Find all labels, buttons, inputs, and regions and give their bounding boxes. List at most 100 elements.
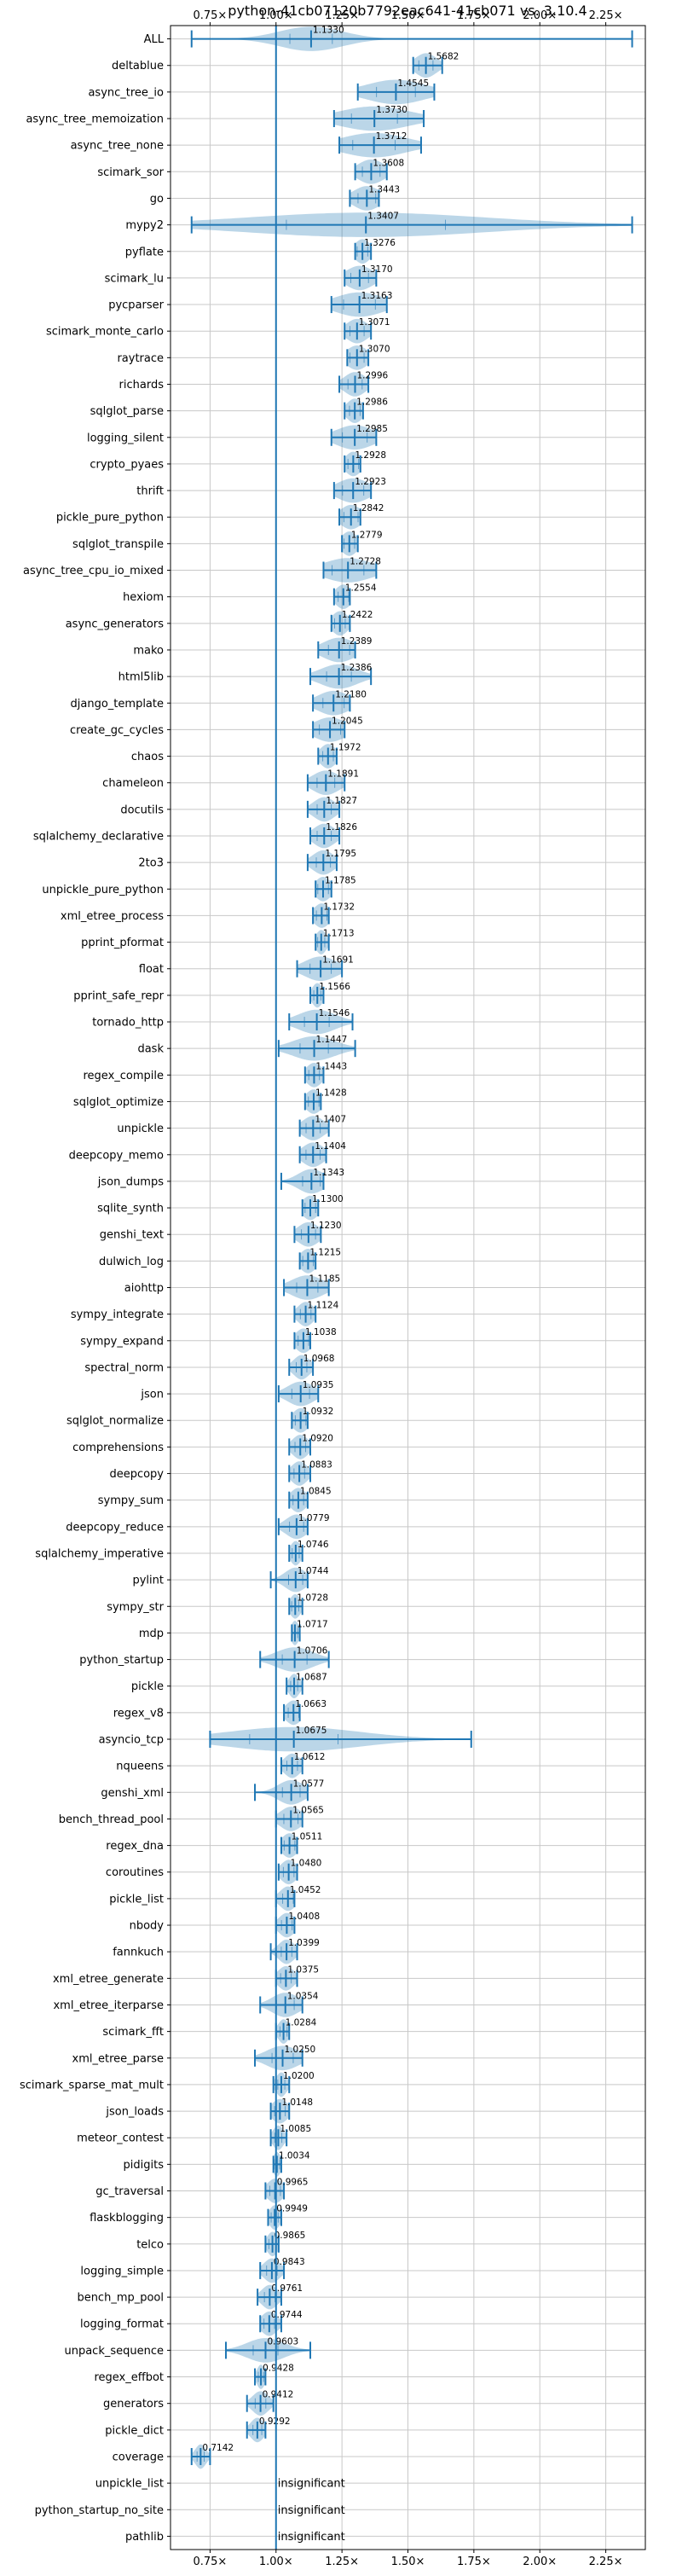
category-label: ALL bbox=[144, 33, 165, 46]
data-label: 1.0935 bbox=[303, 1380, 334, 1390]
data-label: 1.0250 bbox=[285, 2045, 316, 2055]
benchmark-go: 1.3443 bbox=[349, 184, 400, 211]
data-label: 1.1566 bbox=[319, 982, 350, 992]
benchmark-deepcopy_memo: 1.1404 bbox=[298, 1141, 346, 1168]
category-label: json bbox=[140, 1389, 164, 1401]
benchmark-regex_v8: 1.0663 bbox=[283, 1699, 327, 1726]
benchmark-2to3: 1.1795 bbox=[306, 849, 356, 875]
data-label: 1.3071 bbox=[359, 317, 390, 328]
data-label: 0.9949 bbox=[276, 2204, 308, 2214]
benchmark-flaskblogging: 0.9949 bbox=[267, 2204, 308, 2230]
category-label: float bbox=[139, 963, 164, 976]
category-label: dask bbox=[137, 1043, 164, 1056]
data-label: 1.0744 bbox=[298, 1566, 329, 1576]
data-label: 1.1713 bbox=[323, 929, 355, 939]
data-label: 1.3712 bbox=[376, 131, 407, 142]
category-label: xml_etree_generate bbox=[53, 1973, 164, 1986]
benchmark-sqlglot_parse: 1.2986 bbox=[344, 397, 388, 423]
data-label: 1.2923 bbox=[355, 477, 386, 487]
category-label: pprint_safe_repr bbox=[73, 989, 164, 1002]
benchmark-pickle_list: 1.0452 bbox=[275, 1885, 321, 1912]
category-label: go bbox=[150, 193, 164, 206]
data-label: 0.7142 bbox=[202, 2443, 234, 2453]
category-label: comprehensions bbox=[72, 1442, 164, 1454]
benchmark-regex_dna: 1.0511 bbox=[280, 1832, 322, 1858]
data-label: 1.0284 bbox=[286, 2018, 317, 2028]
data-label: 1.0746 bbox=[298, 1540, 329, 1550]
data-label: 1.0920 bbox=[302, 1433, 333, 1443]
benchmark-thrift: 1.2923 bbox=[332, 477, 386, 503]
benchmark-pickle: 1.0687 bbox=[286, 1673, 327, 1698]
benchmark-json: 1.0935 bbox=[277, 1380, 334, 1407]
benchmark-python_startup: 1.0706 bbox=[259, 1646, 330, 1672]
data-label: 1.1827 bbox=[326, 796, 357, 806]
benchmark-xml_etree_process: 1.1732 bbox=[312, 902, 355, 928]
data-label: 1.0706 bbox=[297, 1646, 328, 1656]
benchmark-raytrace: 1.3070 bbox=[346, 344, 390, 370]
benchmark-scimark_lu: 1.3170 bbox=[344, 264, 393, 291]
benchmark-ALL: 1.1330 bbox=[190, 26, 633, 51]
data-label: 1.1230 bbox=[310, 1221, 342, 1231]
data-label: 1.0452 bbox=[290, 1885, 321, 1895]
category-label: sqlglot_normalize bbox=[66, 1415, 164, 1428]
data-label: 1.3443 bbox=[368, 184, 400, 194]
category-label: scimark_monte_carlo bbox=[46, 326, 164, 339]
category-label: flaskblogging bbox=[90, 2212, 164, 2225]
category-label: telco bbox=[136, 2238, 164, 2251]
data-label: 1.1343 bbox=[313, 1168, 344, 1178]
benchmark-async_generators: 1.2422 bbox=[330, 610, 373, 636]
data-label: 0.9865 bbox=[275, 2231, 306, 2241]
data-label: 1.3608 bbox=[373, 158, 404, 168]
category-label: chameleon bbox=[102, 777, 164, 790]
category-label: scimark_fft bbox=[102, 2026, 164, 2039]
benchmark-deepcopy_reduce: 1.0779 bbox=[277, 1513, 330, 1540]
benchmark-logging_silent: 1.2985 bbox=[330, 424, 388, 450]
category-label: deepcopy_memo bbox=[69, 1149, 164, 1162]
x-tick-label-bottom: 1.50× bbox=[391, 2556, 425, 2568]
benchmark-async_tree_memoization: 1.3730 bbox=[332, 105, 425, 131]
benchmark-xml_etree_generate: 1.0375 bbox=[275, 1964, 319, 1991]
category-label: pathlib bbox=[125, 2531, 164, 2544]
x-tick-label-top: 1.00× bbox=[259, 9, 293, 22]
benchmark-fannkuch: 1.0399 bbox=[269, 1938, 320, 1964]
category-label: nqueens bbox=[116, 1761, 164, 1773]
data-label: 1.3170 bbox=[361, 264, 393, 275]
category-label: sympy_expand bbox=[80, 1335, 164, 1348]
benchmark-dask: 1.1447 bbox=[277, 1035, 356, 1061]
x-tick-label-bottom: 2.00× bbox=[523, 2556, 557, 2568]
category-label: create_gc_cycles bbox=[70, 724, 164, 737]
data-label: 0.9412 bbox=[263, 2390, 294, 2400]
category-label: aiohttp bbox=[124, 1282, 164, 1295]
data-label: 1.2842 bbox=[353, 503, 384, 513]
data-label: 1.2554 bbox=[345, 583, 377, 594]
benchmark-pidigits: 1.0034 bbox=[272, 2150, 310, 2177]
category-label: sqlglot_parse bbox=[90, 405, 164, 418]
category-label: logging_simple bbox=[80, 2265, 164, 2277]
data-label: 1.2728 bbox=[350, 557, 381, 567]
data-label: 1.1185 bbox=[309, 1274, 340, 1285]
category-label: genshi_xml bbox=[101, 1787, 164, 1800]
category-label: fannkuch bbox=[113, 1947, 164, 1959]
data-label: 1.2389 bbox=[341, 636, 373, 647]
data-label: 1.0085 bbox=[280, 2124, 311, 2134]
insignificant-label: insignificant bbox=[278, 2504, 345, 2517]
category-label: sqlite_synth bbox=[97, 1203, 164, 1215]
benchmark-sqlglot_normalize: 1.0932 bbox=[291, 1407, 333, 1433]
benchmark-sqlglot_optimize: 1.1428 bbox=[303, 1088, 347, 1114]
category-label: pickle_pure_python bbox=[56, 512, 164, 525]
category-label: pickle bbox=[131, 1680, 164, 1693]
data-label: 1.0480 bbox=[291, 1859, 322, 1869]
data-label: 0.9292 bbox=[259, 2416, 291, 2427]
benchmark-xml_etree_parse: 1.0250 bbox=[254, 2045, 316, 2071]
benchmark-pprint_safe_repr: 1.1566 bbox=[309, 982, 350, 1008]
benchmark-django_template: 1.2180 bbox=[312, 689, 367, 716]
benchmark-pprint_pformat: 1.1713 bbox=[315, 929, 355, 954]
data-label: 1.1428 bbox=[315, 1088, 347, 1098]
benchmark-bench_thread_pool: 1.0565 bbox=[275, 1805, 324, 1831]
benchmark-marks: 1.1330 1.5682 1.4545 1.3730 1.3712 1.3608 1.34… bbox=[190, 26, 633, 2544]
category-label: raytrace bbox=[117, 352, 164, 365]
category-label: chaos bbox=[131, 751, 164, 763]
category-label: async_tree_memoization bbox=[26, 113, 164, 126]
category-label: richards bbox=[119, 379, 165, 392]
category-label: json_loads bbox=[105, 2106, 164, 2119]
